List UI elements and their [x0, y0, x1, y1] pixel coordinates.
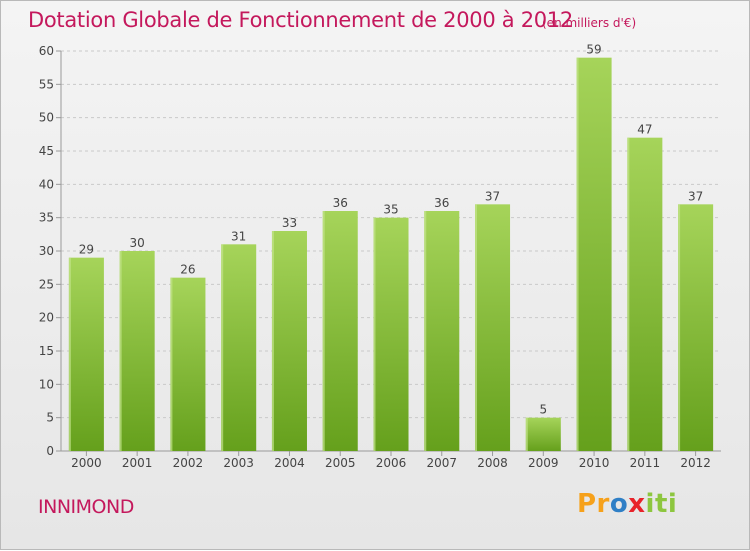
bar-2004	[271, 231, 307, 451]
y-tick-label: 30	[39, 244, 54, 258]
data-label: 36	[333, 196, 348, 210]
y-tick-label: 10	[39, 377, 54, 391]
bar-highlight	[678, 204, 681, 451]
bar-highlight	[271, 231, 274, 451]
bar-highlight	[576, 57, 579, 452]
bar-highlight	[322, 211, 325, 451]
chart-unit: (en milliers d'€)	[542, 16, 637, 30]
x-tick-label: 2006	[376, 456, 407, 470]
y-tick-label: 50	[39, 111, 54, 125]
logo-part: Pr	[577, 489, 610, 519]
bar-highlight	[424, 211, 427, 451]
bar-highlight	[119, 251, 122, 451]
x-tick-label: 2003	[223, 456, 254, 470]
data-label: 29	[79, 243, 94, 257]
x-tick-label: 2011	[630, 456, 661, 470]
x-tick-label: 2010	[579, 456, 610, 470]
x-tick-label: 2000	[71, 456, 102, 470]
chart-title: Dotation Globale de Fonctionnement de 20…	[28, 8, 573, 32]
bar-highlight	[373, 217, 376, 451]
data-label: 37	[485, 189, 500, 203]
y-tick-label: 5	[46, 411, 54, 425]
x-tick-label: 2012	[680, 456, 711, 470]
logo-part: o	[609, 489, 629, 519]
x-tick-label: 2005	[325, 456, 356, 470]
bar-highlight	[475, 204, 478, 451]
bar-2009	[525, 417, 561, 451]
proxiti-logo: Proxiti	[577, 489, 677, 519]
y-tick-label: 15	[39, 344, 54, 358]
bar-highlight	[68, 257, 71, 451]
data-label: 30	[130, 236, 145, 250]
data-label: 26	[180, 263, 195, 277]
bar-2002	[170, 277, 206, 451]
data-label: 33	[282, 216, 297, 230]
data-label: 35	[383, 203, 398, 217]
logo-part: iti	[645, 489, 678, 519]
data-label: 47	[637, 123, 652, 137]
bar-highlight	[221, 244, 224, 451]
commune-name: INNIMOND	[38, 496, 134, 518]
logo-part: x	[628, 489, 646, 519]
data-label: 31	[231, 229, 246, 243]
bar-2010	[576, 57, 612, 452]
data-label: 59	[586, 43, 601, 57]
data-label: 36	[434, 196, 449, 210]
y-tick-label: 45	[39, 144, 54, 158]
bar-2007	[424, 211, 460, 451]
y-tick-label: 55	[39, 77, 54, 91]
bar-2006	[373, 217, 409, 451]
bar-2005	[322, 211, 358, 451]
x-tick-label: 2009	[528, 456, 559, 470]
y-tick-label: 0	[46, 444, 54, 458]
bar-highlight	[525, 417, 528, 451]
x-tick-label: 2001	[122, 456, 153, 470]
bar-highlight	[627, 137, 630, 451]
bar-highlight	[170, 277, 173, 451]
bar-2003	[221, 244, 257, 451]
x-tick-label: 2002	[173, 456, 204, 470]
y-tick-label: 25	[39, 277, 54, 291]
data-label: 37	[688, 189, 703, 203]
y-tick-label: 40	[39, 177, 54, 191]
bar-2000	[68, 257, 104, 451]
x-tick-label: 2008	[477, 456, 508, 470]
data-label: 5	[539, 403, 547, 417]
x-tick-label: 2007	[426, 456, 457, 470]
bar-2001	[119, 251, 155, 451]
y-tick-label: 60	[39, 44, 54, 58]
bar-2011	[627, 137, 663, 451]
y-tick-label: 20	[39, 311, 54, 325]
x-tick-label: 2004	[274, 456, 305, 470]
bar-2008	[475, 204, 511, 451]
bar-2012	[678, 204, 714, 451]
y-tick-label: 35	[39, 211, 54, 225]
